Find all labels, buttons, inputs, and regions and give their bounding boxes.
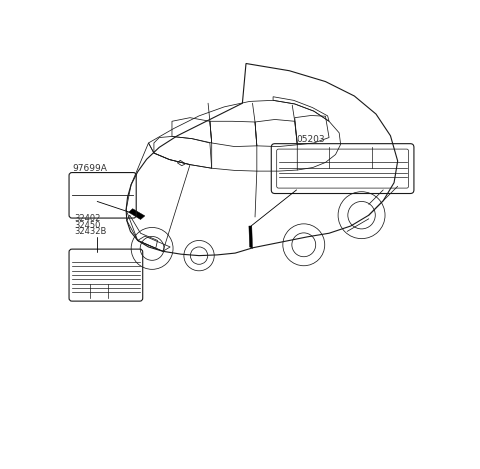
Polygon shape	[249, 226, 252, 249]
Polygon shape	[129, 209, 145, 219]
Text: 05203: 05203	[297, 136, 325, 144]
Text: 32402: 32402	[74, 214, 101, 223]
Text: 32450: 32450	[74, 220, 101, 230]
Text: 32432B: 32432B	[74, 227, 107, 236]
Text: 97699A: 97699A	[72, 164, 107, 173]
